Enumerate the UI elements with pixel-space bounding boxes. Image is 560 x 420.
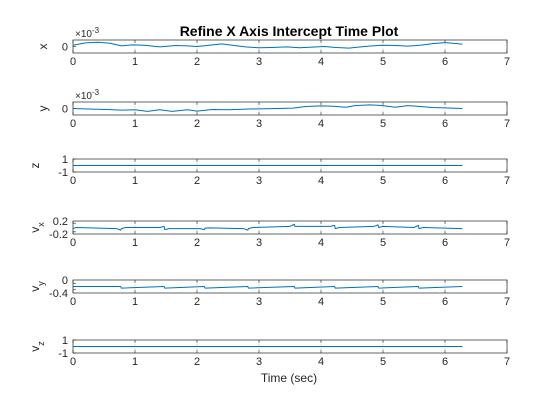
subplot-4: 0 1 2 3 4 5 6 7 0.2-0.2vx xyxy=(28,216,510,249)
x-tick-label: 6 xyxy=(442,118,448,130)
y-tick-label: 0 xyxy=(62,42,68,54)
exponent-label: ×10-3 xyxy=(75,88,100,102)
subplot-1: 0 1 2 3 4 5 6 7 0 x ×10-3 xyxy=(36,26,510,68)
x-tick-label: 2 xyxy=(194,296,200,308)
x-tick-label: 1 xyxy=(132,175,138,187)
x-tick-label: 6 xyxy=(442,56,448,68)
y-axis-label: z xyxy=(28,163,42,169)
y-axis-label: vz xyxy=(28,341,46,352)
x-tick-label: 4 xyxy=(318,356,324,368)
x-tick-label: 4 xyxy=(318,237,324,249)
axes-box xyxy=(72,101,508,116)
x-tick-label: 0 xyxy=(70,296,76,308)
x-tick-label: 0 xyxy=(70,356,76,368)
x-tick-label: 1 xyxy=(132,296,138,308)
x-tick-label: 5 xyxy=(380,118,386,130)
subplot-2: 0 1 2 3 4 5 6 7 0 y ×10-3 xyxy=(36,88,510,130)
x-tick-label: 5 xyxy=(380,175,386,187)
x-tick-label: 6 xyxy=(442,356,448,368)
y-axis-label: x xyxy=(36,44,50,50)
figure-title: Refine X Axis Intercept Time Plot xyxy=(180,23,399,39)
y-tick-label: 0.2 xyxy=(53,216,68,228)
x-tick-label: 4 xyxy=(318,296,324,308)
subplot-panels: 0 1 2 3 4 5 6 70x×10-30 1 2 3 4 5 6 70y×10-30 1 2 3 4 5 6 71-… xyxy=(28,26,510,368)
axes-background xyxy=(73,40,507,53)
x-tick-label: 6 xyxy=(442,175,448,187)
subplot-5: 0 1 2 3 4 5 6 7 0-0.4vy xyxy=(28,275,510,308)
x-tick-label: 5 xyxy=(380,56,386,68)
x-tick-label: 3 xyxy=(256,356,262,368)
series-line xyxy=(72,104,463,112)
x-tick-label: 2 xyxy=(194,175,200,187)
x-tick-label: 7 xyxy=(504,356,510,368)
y-tick-label: -1 xyxy=(58,167,68,179)
x-tick-label: 0 xyxy=(70,56,76,68)
axes-box xyxy=(72,279,508,294)
x-tick-label: 7 xyxy=(504,118,510,130)
x-tick-label: 7 xyxy=(504,56,510,68)
y-axis-label: vy xyxy=(28,281,46,292)
axes-background xyxy=(73,221,507,234)
x-tick-label: 6 xyxy=(442,237,448,249)
x-tick-label: 7 xyxy=(504,175,510,187)
x-tick-label: 3 xyxy=(256,237,262,249)
x-tick-label: 1 xyxy=(132,56,138,68)
x-tick-label: 3 xyxy=(256,296,262,308)
x-tick-label: 0 xyxy=(70,175,76,187)
y-tick-label: -0.2 xyxy=(49,229,68,241)
x-tick-label: 5 xyxy=(380,296,386,308)
axes-box xyxy=(72,158,508,173)
y-tick-label: 1 xyxy=(62,154,68,166)
x-tick-label: 2 xyxy=(194,356,200,368)
x-tick-label: 7 xyxy=(504,296,510,308)
x-tick-label: 0 xyxy=(70,237,76,249)
x-tick-label: 2 xyxy=(194,118,200,130)
x-tick-label: 3 xyxy=(256,56,262,68)
axes-box xyxy=(72,220,508,235)
series-line xyxy=(72,223,463,231)
axes-box xyxy=(72,339,508,354)
axes-box xyxy=(72,39,508,54)
x-tick-label: 3 xyxy=(256,175,262,187)
x-axis-label: Time (sec) xyxy=(261,371,317,385)
subplot-6: 0 1 2 3 4 5 6 71-1vz xyxy=(28,335,510,368)
x-tick-label: 1 xyxy=(132,118,138,130)
y-tick-label: 1 xyxy=(62,335,68,347)
series-line xyxy=(72,41,463,49)
x-tick-label: 5 xyxy=(380,237,386,249)
exponent-label: ×10-3 xyxy=(75,26,100,40)
x-tick-label: 2 xyxy=(194,237,200,249)
x-tick-label: 4 xyxy=(318,175,324,187)
x-tick-label: 3 xyxy=(256,118,262,130)
series-line xyxy=(73,286,463,289)
y-tick-label: 0 xyxy=(62,104,68,116)
y-axis-label: y xyxy=(36,106,50,112)
y-tick-label: 0 xyxy=(62,275,68,287)
x-tick-label: 2 xyxy=(194,56,200,68)
x-tick-label: 1 xyxy=(132,356,138,368)
y-tick-label: -0.4 xyxy=(49,288,68,300)
y-axis-label: vx xyxy=(28,222,46,233)
x-tick-label: 5 xyxy=(380,356,386,368)
x-tick-label: 4 xyxy=(318,56,324,68)
y-tick-label: -1 xyxy=(58,348,68,360)
x-tick-label: 1 xyxy=(132,237,138,249)
subplot-3: 0 1 2 3 4 5 6 71-1z xyxy=(28,154,510,187)
x-tick-label: 6 xyxy=(442,296,448,308)
x-tick-label: 7 xyxy=(504,237,510,249)
x-tick-label: 0 xyxy=(70,118,76,130)
x-tick-label: 4 xyxy=(318,118,324,130)
